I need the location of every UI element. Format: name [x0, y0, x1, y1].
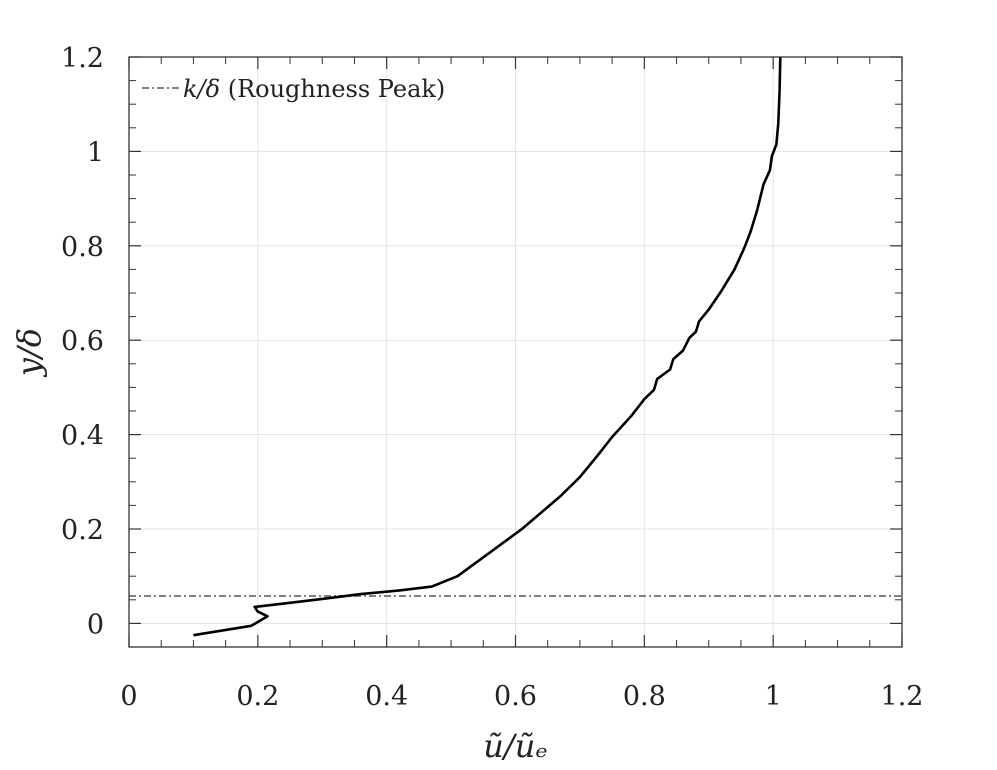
- y-tick-label: 0.6: [61, 326, 104, 357]
- y-tick-label: 0.8: [61, 232, 104, 263]
- legend: k/δ (Roughness Peak): [142, 75, 445, 103]
- y-tick-label: 0.4: [61, 421, 104, 452]
- y-tick-label: 0: [87, 609, 104, 640]
- x-tick-label: 0.6: [494, 681, 537, 712]
- y-tick-label: 1: [87, 137, 104, 168]
- plot-area: [129, 56, 902, 637]
- legend-symbol: k/δ: [183, 75, 220, 103]
- grid-lines: [128, 56, 903, 647]
- tick-marks: [128, 56, 903, 648]
- x-tick-label: 0: [120, 681, 137, 712]
- axes-box: [128, 56, 903, 648]
- x-tick-label: 0.4: [365, 681, 408, 712]
- x-tick-label: 1.2: [881, 681, 924, 712]
- velocity-profile-line: [193, 56, 782, 637]
- y-tick-label: 0.2: [61, 515, 104, 546]
- x-axis-label: ũ/ũₑ: [483, 727, 547, 765]
- y-axis-label: y/δ: [10, 328, 48, 378]
- x-tick-labels: 0 0.2 0.4 0.6 0.8 1 1.2: [120, 681, 923, 712]
- legend-description: (Roughness Peak): [220, 75, 445, 103]
- x-tick-label: 1: [765, 681, 782, 712]
- x-tick-label: 0.2: [236, 681, 279, 712]
- y-tick-labels: 0 0.2 0.4 0.6 0.8 1 1.2: [61, 43, 104, 640]
- x-tick-label: 0.8: [623, 681, 666, 712]
- legend-label: k/δ (Roughness Peak): [183, 75, 445, 103]
- y-tick-label: 1.2: [61, 43, 104, 74]
